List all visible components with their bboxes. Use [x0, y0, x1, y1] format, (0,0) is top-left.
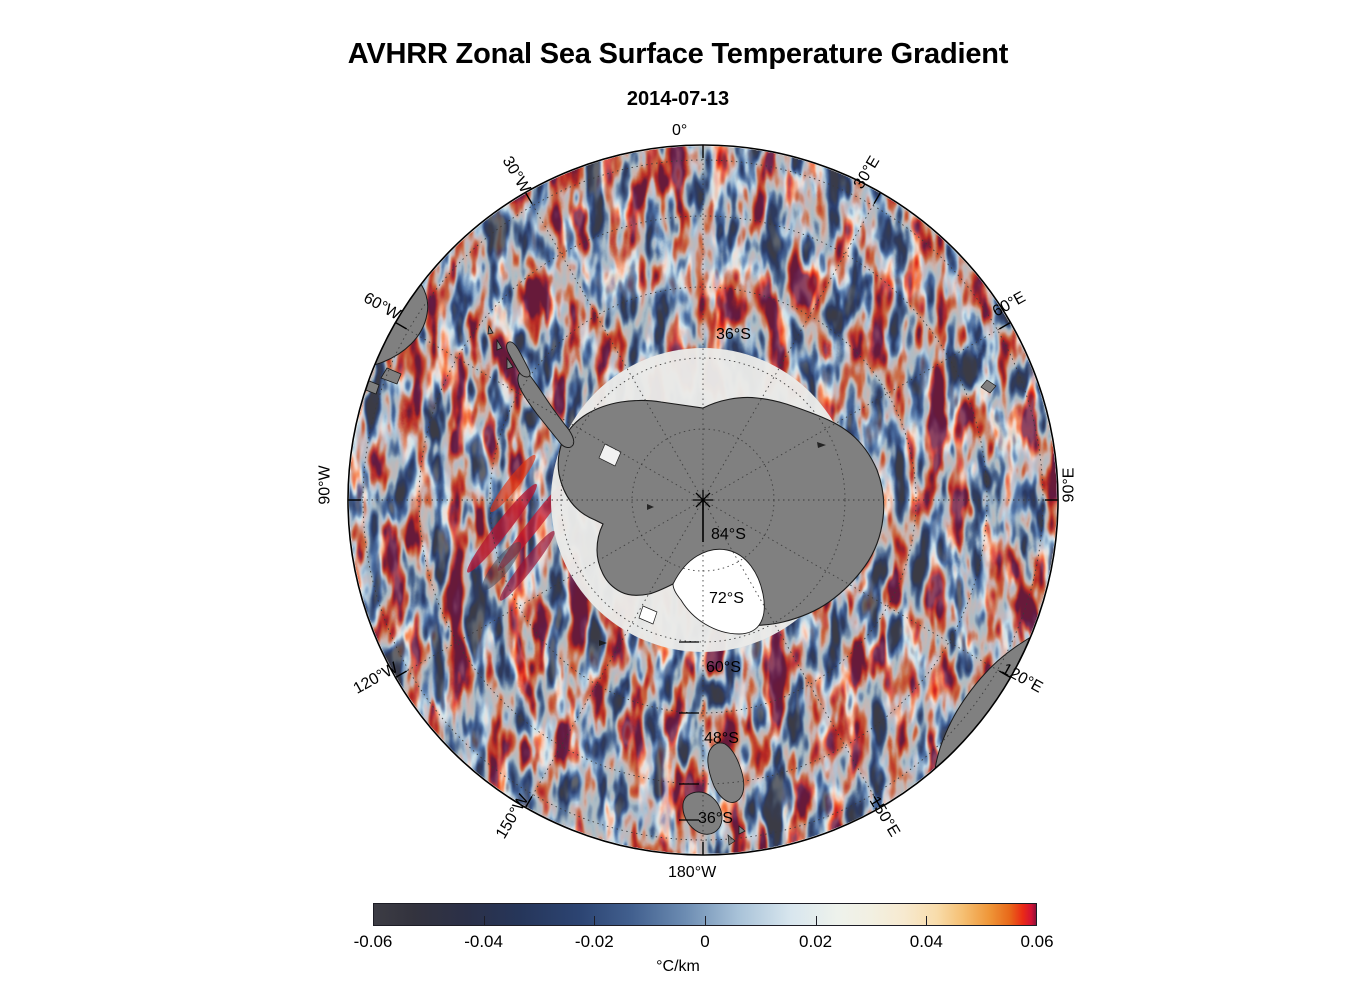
longitude-spokes: [348, 145, 1058, 855]
spoke-30W: [525, 192, 704, 501]
figure-title: AVHRR Zonal Sea Surface Temperature Grad…: [347, 38, 1009, 70]
new-zealand-south-island: [707, 742, 745, 803]
kerguelen-islands: [980, 379, 997, 394]
lat-circle-48S: [418, 215, 988, 785]
map-svg: [347, 144, 1059, 856]
spoke-150W: [525, 499, 704, 808]
lat-label-72S: 72°S: [709, 590, 744, 607]
ross-ice-shelf: [672, 548, 765, 635]
spoke-60W: [395, 322, 704, 501]
new-zealand-stewart-island: [682, 791, 723, 835]
south-pole-marker: [693, 490, 713, 542]
polar-map[interactable]: 36°S: [347, 144, 1059, 856]
colorbar-tick-labels: -0.06 -0.04 -0.02 0 0.02 0.04 0.06: [0, 932, 1356, 954]
lat-circle-72S: [560, 357, 846, 643]
spoke-120W: [395, 499, 704, 678]
lon-label-90W: 90°W: [316, 465, 334, 505]
lon-label-0: 0°: [672, 122, 688, 139]
west-ice-inlet: [638, 605, 658, 625]
spoke-150E: [702, 499, 881, 808]
colorbar-gradient: [373, 903, 1037, 926]
peninsula-islands: [487, 324, 514, 370]
nz-small-islets: [727, 825, 746, 846]
lat-label-48S: 48°S: [704, 730, 739, 747]
figure-subtitle: 2014-07-13: [626, 88, 730, 110]
spoke-120E: [702, 499, 1011, 678]
lon-label-180: 180°W: [668, 864, 717, 881]
lat-tick-marks: [679, 641, 699, 821]
cbar-label--0.04: -0.04: [464, 932, 503, 951]
spoke-30E: [702, 192, 881, 501]
colorbar[interactable]: [373, 903, 1037, 926]
cbar-label-0: 0: [700, 932, 710, 951]
spoke-60E: [702, 322, 1011, 501]
lat-label-36S: 36°S: [716, 326, 751, 343]
colorbar-unit-label: °C/km: [656, 958, 700, 975]
cbar-label--0.02: -0.02: [574, 932, 614, 951]
tasmania: [926, 783, 948, 807]
lat-circle-60S: [489, 286, 917, 714]
cbar-label-0.06: 0.06: [1020, 932, 1054, 951]
lat-label-36S-outer: 36°S: [698, 810, 733, 827]
lat-label-60S: 60°S: [706, 659, 741, 676]
lon-label-90E: 90°E: [1060, 467, 1078, 503]
peninsula-tip: [506, 341, 531, 378]
cbar-label--0.06: -0.06: [353, 932, 393, 951]
cbar-label-0.02: 0.02: [799, 932, 833, 951]
cbar-label-0.04: 0.04: [909, 932, 943, 951]
lon-tick-marks: [348, 145, 1058, 855]
lat-label-84S: 84°S: [711, 526, 746, 543]
